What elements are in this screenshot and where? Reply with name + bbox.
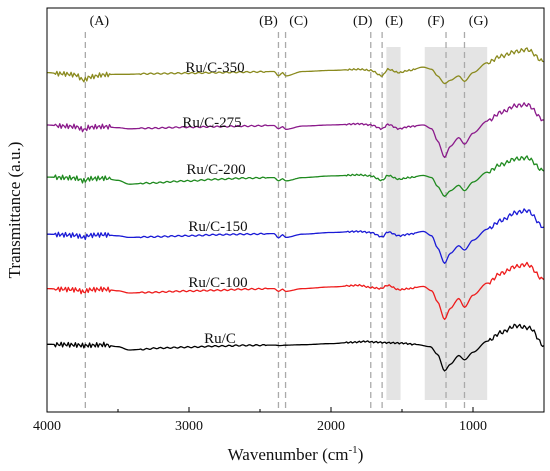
- region-label-6: (G): [469, 14, 489, 29]
- x-axis-title-close: ): [358, 445, 364, 464]
- region-label-0: (A): [90, 14, 110, 29]
- series-line-ru-c-200: [47, 155, 545, 197]
- x-tick-label-3: 1000: [459, 419, 487, 434]
- y-axis-title: Transmittance (a.u.): [5, 142, 24, 279]
- x-tick-label-2: 2000: [317, 419, 345, 434]
- shaded-regions: [386, 47, 488, 400]
- series-line-ru-c-275: [47, 102, 545, 159]
- series-label-ru-c-150: Ru/C-150: [188, 219, 247, 235]
- series-group: [47, 47, 545, 372]
- series-label-ru-c-100: Ru/C-100: [188, 275, 247, 291]
- region-label-2: (C): [289, 14, 308, 29]
- series-line-ru-c: [47, 323, 545, 372]
- x-tick-label-1: 3000: [175, 419, 203, 434]
- x-tick-label-0: 4000: [33, 419, 61, 434]
- series-line-ru-c-350: [47, 47, 545, 85]
- x-axis-title-main: Wavenumber (cm: [228, 445, 349, 464]
- series-line-ru-c-150: [47, 208, 545, 264]
- series-label-ru-c-200: Ru/C-200: [186, 162, 245, 178]
- region-label-1: (B): [259, 14, 278, 29]
- region-label-3: (D): [353, 14, 373, 29]
- region-label-4: (E): [385, 14, 403, 29]
- series-labels: Ru/C Ru/C-100 Ru/C-150 Ru/C-200 Ru/C-275 Ru/C…: [182, 60, 247, 347]
- reference-lines: (A) (B) (C) (D) (E) (F) (G): [84, 14, 489, 410]
- x-axis-title: Wavenumber (cm-1): [228, 444, 364, 464]
- x-ticks: 4000 3000 2000 1000: [33, 407, 545, 434]
- series-line-ru-c-100: [47, 261, 545, 321]
- series-label-ru-c-350: Ru/C-350: [185, 60, 244, 76]
- region-label-5: (F): [427, 14, 444, 29]
- x-axis-title-superscript: -1: [349, 444, 358, 456]
- shaded-region-1: [424, 47, 488, 400]
- shaded-region-0: [386, 47, 401, 400]
- series-label-ru-c-275: Ru/C-275: [182, 115, 241, 131]
- plot-frame: [46, 7, 545, 413]
- series-label-ru-c: Ru/C: [204, 331, 236, 347]
